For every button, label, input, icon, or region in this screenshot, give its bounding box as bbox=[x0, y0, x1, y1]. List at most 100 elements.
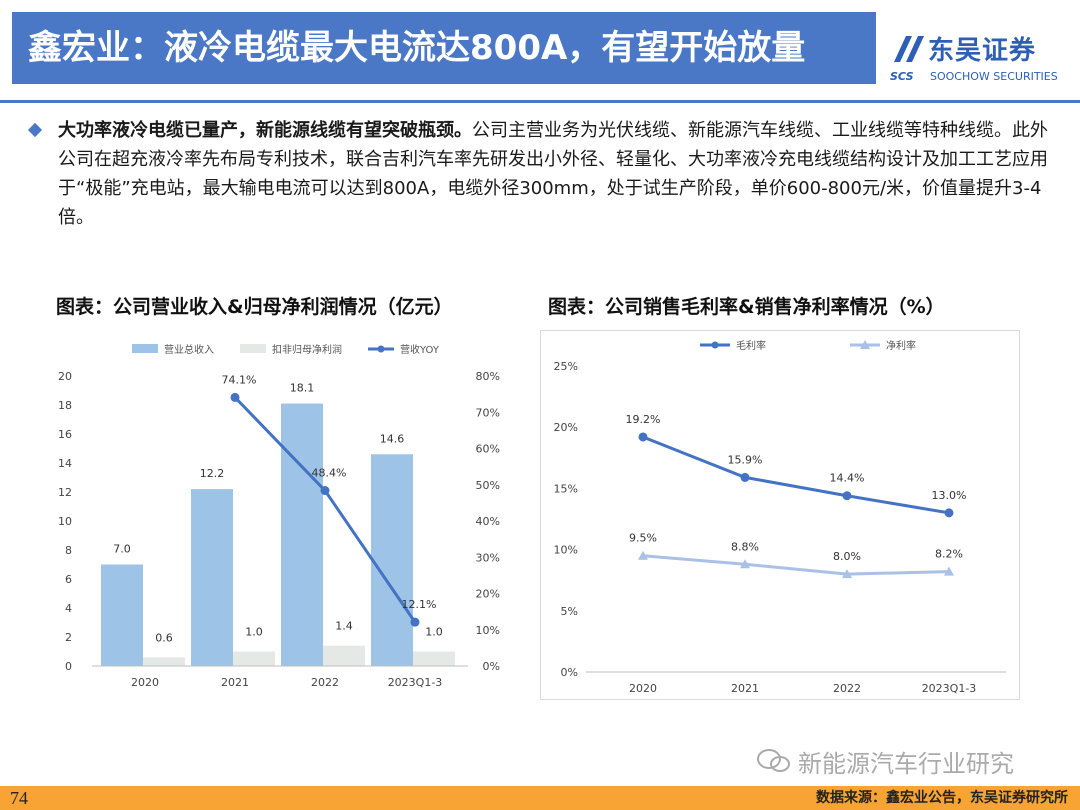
bar-data-label: 12.2 bbox=[200, 467, 225, 480]
right-chart-title: 图表：公司销售毛利率&销售净利率情况（%） bbox=[548, 296, 945, 318]
header-divider bbox=[0, 100, 1080, 103]
y2-tick-label: 70% bbox=[476, 406, 500, 419]
bar-data-label: 14.6 bbox=[380, 432, 405, 445]
data-label: 13.0% bbox=[932, 489, 967, 502]
bar-data-label: 18.1 bbox=[290, 382, 315, 395]
bar-data-label: 1.0 bbox=[245, 626, 263, 639]
y-tick-label: 16 bbox=[58, 428, 72, 441]
y2-tick-label: 80% bbox=[476, 370, 500, 383]
y2-tick-label: 0% bbox=[483, 660, 500, 673]
legend-marker bbox=[860, 340, 870, 349]
legend-marker bbox=[711, 341, 719, 349]
diamond-bullet-icon bbox=[27, 122, 43, 138]
data-point bbox=[740, 559, 750, 569]
x-tick-label: 2022 bbox=[833, 682, 861, 695]
data-label: 14.4% bbox=[830, 472, 865, 485]
y-tick-label: 18 bbox=[58, 399, 72, 412]
legend-swatch bbox=[240, 344, 266, 353]
y-tick-label: 10% bbox=[554, 544, 578, 557]
series-line bbox=[642, 435, 950, 515]
data-point bbox=[842, 569, 852, 579]
wechat-icon bbox=[757, 749, 790, 772]
yoy-point bbox=[410, 617, 420, 627]
y2-tick-label: 30% bbox=[476, 551, 500, 564]
brand-logo: SCS 东吴证券 SOOCHOW SECURITIES bbox=[890, 30, 1070, 90]
page-title: 鑫宏业：液冷电缆最大电流达800A，有望开始放量 bbox=[12, 12, 876, 84]
bar-data-label: 1.0 bbox=[425, 626, 443, 639]
logo-abbr: SCS bbox=[890, 70, 914, 83]
legend-label: 扣非归母净利润 bbox=[272, 343, 342, 356]
summary-paragraph: 大功率液冷电缆已量产，新能源线缆有望突破瓶颈。公司主营业务为光伏线缆、新能源汽车… bbox=[58, 116, 1064, 232]
summary-lead: 大功率液冷电缆已量产，新能源线缆有望突破瓶颈。 bbox=[58, 120, 472, 141]
data-label: 8.8% bbox=[731, 540, 759, 553]
logo-english-name: SOOCHOW SECURITIES bbox=[930, 70, 1058, 83]
y-tick-label: 2 bbox=[65, 631, 72, 644]
page-number: 74 bbox=[10, 788, 28, 808]
legend-label: 净利率 bbox=[886, 339, 916, 352]
x-tick-label: 2021 bbox=[221, 676, 249, 689]
chart-frame bbox=[540, 330, 1020, 700]
y-tick-label: 4 bbox=[65, 602, 72, 615]
soochow-logo-icon bbox=[894, 36, 924, 62]
x-tick-label: 2020 bbox=[629, 682, 657, 695]
yoy-data-label: 12.1% bbox=[402, 598, 437, 611]
bar bbox=[101, 564, 143, 666]
legend-swatch bbox=[132, 344, 158, 353]
bar bbox=[143, 657, 185, 666]
x-tick-label: 2023Q1-3 bbox=[388, 676, 443, 689]
x-tick-label: 2021 bbox=[731, 682, 759, 695]
data-label: 8.0% bbox=[833, 550, 861, 563]
y-tick-label: 6 bbox=[65, 573, 72, 586]
y-tick-label: 5% bbox=[561, 605, 578, 618]
series-line bbox=[642, 554, 950, 576]
left-chart-title: 图表：公司营业收入&归母净利润情况（亿元） bbox=[56, 296, 453, 318]
y-tick-label: 20% bbox=[554, 421, 578, 434]
bar bbox=[323, 645, 365, 666]
yoy-data-label: 74.1% bbox=[222, 373, 257, 386]
revenue-profit-chart: 营业总收入 扣非归母净利润 营收YOY 0 2 4 6 8 10 12 14 16 18 20 0% 10% 2… bbox=[58, 343, 500, 689]
legend-label: 营收YOY bbox=[400, 343, 440, 356]
y2-tick-label: 50% bbox=[476, 479, 500, 492]
data-point bbox=[944, 508, 954, 518]
summary-bullet: 大功率液冷电缆已量产，新能源线缆有望突破瓶颈。公司主营业务为光伏线缆、新能源汽车… bbox=[24, 116, 1064, 232]
y2-tick-label: 60% bbox=[476, 443, 500, 456]
data-label: 9.5% bbox=[629, 532, 657, 545]
y-tick-label: 0 bbox=[65, 660, 72, 673]
data-point bbox=[638, 432, 648, 442]
y-tick-label: 25% bbox=[554, 360, 578, 373]
bar-data-label: 7.0 bbox=[113, 543, 131, 556]
watermark-text: 新能源汽车行业研究 bbox=[798, 750, 1014, 778]
x-tick-label: 2022 bbox=[311, 676, 339, 689]
legend-label: 毛利率 bbox=[736, 339, 766, 352]
yoy-data-label: 48.4% bbox=[312, 467, 347, 480]
footer-bar bbox=[0, 786, 1080, 810]
y-tick-label: 12 bbox=[58, 486, 72, 499]
bar bbox=[281, 403, 323, 666]
data-point bbox=[740, 472, 750, 482]
yoy-point bbox=[320, 486, 330, 496]
data-label: 8.2% bbox=[935, 548, 963, 561]
data-point bbox=[842, 491, 852, 501]
legend-label: 营业总收入 bbox=[164, 343, 214, 356]
y-tick-label: 15% bbox=[554, 482, 578, 495]
bar-data-label: 0.6 bbox=[155, 631, 173, 644]
x-tick-label: 2020 bbox=[131, 676, 159, 689]
y-tick-label: 10 bbox=[58, 515, 72, 528]
data-label: 15.9% bbox=[728, 453, 763, 466]
y2-tick-label: 10% bbox=[476, 624, 500, 637]
margin-chart: 毛利率 净利率 0% 5% 10% 15% 20% 25% 2020 2021 2022 2023Q1… bbox=[540, 330, 1020, 700]
bar bbox=[413, 651, 455, 666]
summary-text: 公司主营业务为光伏线缆、新能源汽车线缆、工业线缆等特种线缆。此外公司在超充液冷率… bbox=[58, 120, 1048, 228]
logo-chinese-name: 东吴证券 bbox=[928, 36, 1037, 66]
y2-tick-label: 20% bbox=[476, 588, 500, 601]
data-source: 数据来源：鑫宏业公告，东吴证券研究所 bbox=[816, 790, 1068, 806]
data-point bbox=[944, 566, 954, 576]
bar-data-label: 1.4 bbox=[335, 620, 353, 633]
y-tick-label: 0% bbox=[561, 666, 578, 679]
y-tick-label: 20 bbox=[58, 370, 72, 383]
bar bbox=[191, 489, 233, 666]
bar bbox=[371, 454, 413, 666]
y-tick-label: 14 bbox=[58, 457, 72, 470]
data-label: 19.2% bbox=[626, 413, 661, 426]
yoy-point bbox=[230, 392, 240, 402]
